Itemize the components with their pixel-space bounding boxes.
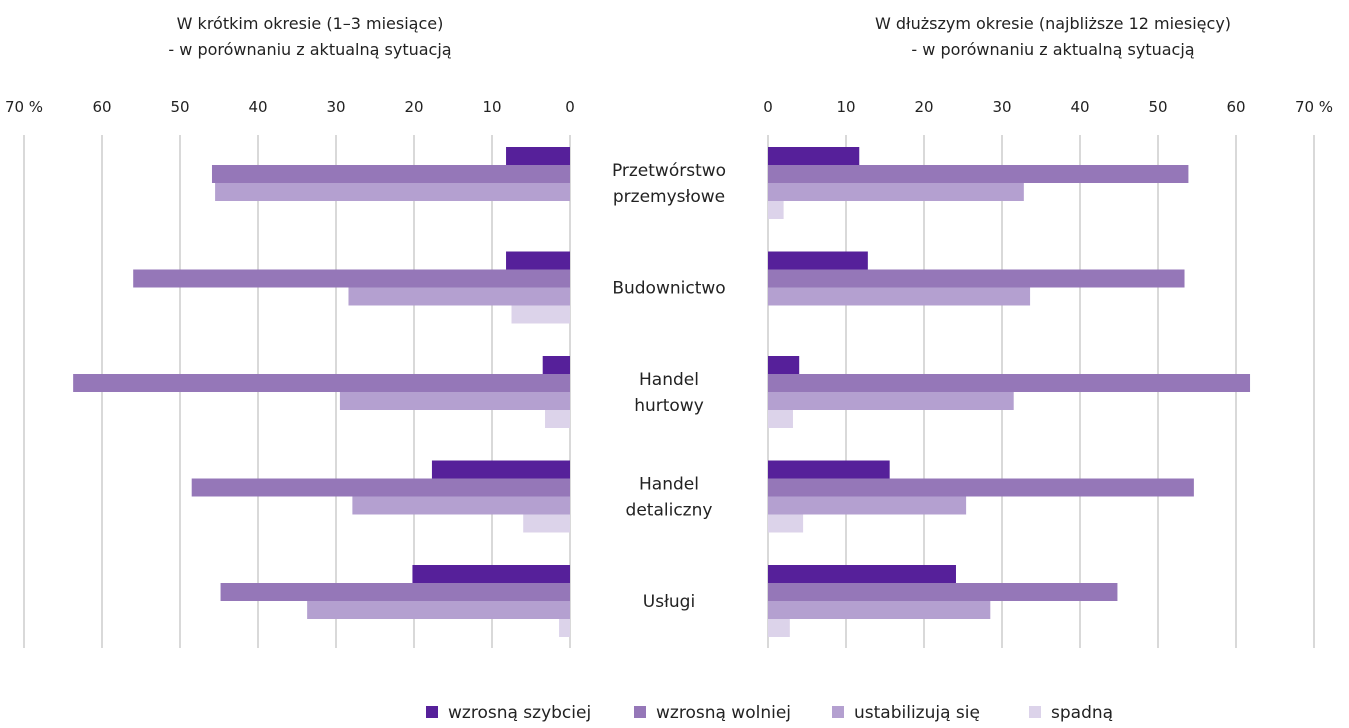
bar-right-cat3-series0 [768,460,890,479]
tick-label-right-30: 30 [992,98,1011,116]
legend: wzrosną szybciej wzrosną wolniej ustabiliz… [426,703,1113,723]
category-label-3: Handel detaliczny [626,475,713,521]
tick-label-right-10: 10 [836,98,855,116]
tick-label-right-0: 0 [763,98,773,116]
bar-left-cat3-series3 [523,514,570,533]
bar-right-cat3-series3 [768,514,804,533]
bar-left-cat3-series2 [352,496,570,515]
panel-title-left-line-1: W krótkim okresie (1–3 miesiące) [177,14,444,33]
bar-left-cat4-series2 [307,601,570,619]
bar-left-cat0-series2 [215,183,570,201]
legend-swatch-2 [832,706,844,718]
tick-label-right-70: 70 % [1295,98,1333,116]
legend-swatch-1 [634,706,646,718]
legend-swatch-0 [426,706,438,718]
bar-right-cat1-series1 [768,269,1185,288]
category-label-0: Przetwórstwo przemysłowe [612,161,726,207]
bar-left-cat2-series1 [73,374,570,392]
title-layer: W krótkim okresie (1–3 miesiące) - w poró… [168,14,1231,59]
bar-left-cat1-series2 [348,287,570,306]
bar-right-cat0-series2 [768,183,1024,201]
bar-left-cat3-series1 [191,478,570,497]
tick-label-right-20: 20 [914,98,933,116]
tick-label-left-30: 30 [326,98,345,116]
category-layer: Przetwórstwo przemysłowe Budownictwo Handel… [612,161,726,612]
bar-left-cat4-series3 [559,619,570,637]
legend-label-3: spadną [1051,703,1113,723]
tick-label-right-50: 50 [1148,98,1167,116]
bar-left-cat4-series0 [412,565,570,583]
bar-left-cat3-series0 [431,460,570,479]
bar-left-cat4-series1 [220,583,570,601]
tick-label-left-20: 20 [404,98,423,116]
bar-right-cat4-series3 [768,619,790,637]
tick-label-left-40: 40 [248,98,267,116]
bar-right-cat4-series2 [768,601,991,619]
bar-left-cat0-series1 [211,165,571,183]
tick-label-left-60: 60 [92,98,111,116]
bar-right-cat1-series0 [768,251,868,270]
bar-layer [73,147,1251,637]
panel-title-right-line-1: W dłuższym okresie (najbliższe 12 miesię… [875,14,1231,33]
tick-label-left-70: 70 % [5,98,43,116]
legend-label-0: wzrosną szybciej [448,703,591,723]
bar-right-cat3-series2 [768,496,967,515]
tick-label-left-10: 10 [482,98,501,116]
tick-layer: 0 10 20 30 40 50 60 70 % 0 10 20 30 40 50 60 70 % [5,98,1333,116]
tick-label-left-50: 50 [170,98,189,116]
bar-left-cat1-series3 [511,305,570,324]
bar-right-cat0-series0 [768,147,860,165]
category-label-4: Usługi [643,592,695,612]
legend-swatch-3 [1029,706,1041,718]
bar-left-cat1-series1 [133,269,570,288]
bar-right-cat1-series2 [768,287,1031,306]
bar-right-cat0-series1 [768,165,1189,183]
bar-right-cat2-series0 [768,356,800,374]
bar-left-cat2-series2 [339,392,570,410]
bar-left-cat1-series0 [506,251,570,270]
bar-right-cat4-series1 [768,583,1118,601]
category-label-1: Budownictwo [612,279,725,299]
bar-right-cat2-series3 [768,410,793,428]
bar-right-cat2-series2 [768,392,1014,410]
legend-label-2: ustabilizują się [854,703,980,723]
bar-right-cat0-series3 [768,201,784,219]
tick-label-right-40: 40 [1070,98,1089,116]
bar-right-cat2-series1 [768,374,1251,392]
bar-left-cat2-series3 [545,410,570,428]
bar-right-cat4-series0 [768,565,956,583]
category-label-2: Handel hurtowy [634,370,704,416]
bar-left-cat0-series0 [506,147,570,165]
bar-right-cat3-series1 [768,478,1194,497]
bar-left-cat2-series0 [542,356,570,374]
panel-title-left-line-2: - w porównaniu z aktualną sytuacją [168,40,451,59]
panel-title-right-line-2: - w porównaniu z aktualną sytuacją [911,40,1194,59]
tick-label-right-60: 60 [1226,98,1245,116]
legend-label-1: wzrosną wolniej [656,703,791,723]
tick-label-left-0: 0 [565,98,575,116]
